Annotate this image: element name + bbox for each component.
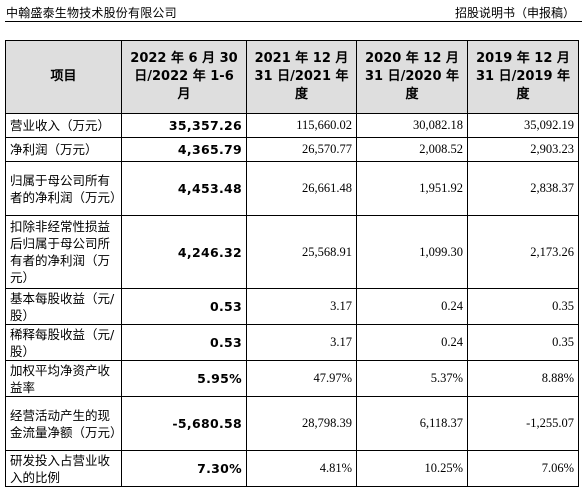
cell-value: 1,099.30 xyxy=(356,215,468,289)
cell-value: 4,453.48 xyxy=(121,161,247,216)
cell-value: 0.24 xyxy=(356,324,468,361)
table-row: 基本每股收益（元/股） 0.53 3.17 0.24 0.35 xyxy=(5,288,579,325)
cell-value: 26,661.48 xyxy=(246,161,357,216)
table-row: 扣除非经常性损益后归属于母公司所有者的净利润（万元） 4,246.32 25,5… xyxy=(5,215,579,289)
cell-value: 30,082.18 xyxy=(356,113,468,138)
cell-value: 0.35 xyxy=(467,324,579,361)
row-label: 研发投入占营业收入的比例 xyxy=(5,450,122,487)
cell-value: 0.35 xyxy=(467,288,579,325)
cell-value: 4,246.32 xyxy=(121,215,247,289)
cell-value: 2,903.23 xyxy=(467,137,579,162)
column-header-2019: 2019 年 12 月 31 日/2019 年度 xyxy=(467,40,579,114)
row-label: 经营活动产生的现金流量净额（万元） xyxy=(5,396,122,451)
column-header-2020: 2020 年 12 月 31 日/2020 年度 xyxy=(356,40,468,114)
cell-value: 26,570.77 xyxy=(246,137,357,162)
cell-value: 2,173.26 xyxy=(467,215,579,289)
column-header-2021: 2021 年 12 月 31 日/2021 年度 xyxy=(246,40,357,114)
financial-summary-table: 项目 2022 年 6 月 30 日/2022 年 1-6 月 2021 年 1… xyxy=(5,40,579,487)
cell-value: 0.53 xyxy=(121,288,247,325)
cell-value: 35,357.26 xyxy=(121,113,247,138)
cell-value: 2,838.37 xyxy=(467,161,579,216)
cell-value: 28,798.39 xyxy=(246,396,357,451)
row-label: 基本每股收益（元/股） xyxy=(5,288,122,325)
document-type: 招股说明书（申报稿） xyxy=(454,6,575,20)
cell-value: 35,092.19 xyxy=(467,113,579,138)
cell-value: -5,680.58 xyxy=(121,396,247,451)
cell-value: 8.88% xyxy=(467,360,579,397)
table-row: 加权平均净资产收益率 5.95% 47.97% 5.37% 8.88% xyxy=(5,360,579,397)
cell-value: 4.81% xyxy=(246,450,357,487)
cell-value: 47.97% xyxy=(246,360,357,397)
cell-value: -1,255.07 xyxy=(467,396,579,451)
header-rule xyxy=(5,21,582,22)
cell-value: 5.37% xyxy=(356,360,468,397)
row-label: 加权平均净资产收益率 xyxy=(5,360,122,397)
table-row: 归属于母公司所有者的净利润（万元） 4,453.48 26,661.48 1,9… xyxy=(5,161,579,216)
row-label: 扣除非经常性损益后归属于母公司所有者的净利润（万元） xyxy=(5,215,122,289)
table-row: 稀释每股收益（元/股） 0.53 3.17 0.24 0.35 xyxy=(5,324,579,361)
table-row: 净利润（万元） 4,365.79 26,570.77 2,008.52 2,90… xyxy=(5,137,579,162)
row-label: 净利润（万元） xyxy=(5,137,122,162)
cell-value: 5.95% xyxy=(121,360,247,397)
row-label: 稀释每股收益（元/股） xyxy=(5,324,122,361)
table-header-row: 项目 2022 年 6 月 30 日/2022 年 1-6 月 2021 年 1… xyxy=(5,40,579,114)
table-row: 营业收入（万元） 35,357.26 115,660.02 30,082.18 … xyxy=(5,113,579,138)
cell-value: 2,008.52 xyxy=(356,137,468,162)
row-label: 归属于母公司所有者的净利润（万元） xyxy=(5,161,122,216)
cell-value: 4,365.79 xyxy=(121,137,247,162)
table-row: 经营活动产生的现金流量净额（万元） -5,680.58 28,798.39 6,… xyxy=(5,396,579,451)
cell-value: 3.17 xyxy=(246,324,357,361)
table-row: 研发投入占营业收入的比例 7.30% 4.81% 10.25% 7.06% xyxy=(5,450,579,487)
company-name: 中翰盛泰生物技术股份有限公司 xyxy=(6,6,177,20)
row-label: 营业收入（万元） xyxy=(5,113,122,138)
column-header-2022h1: 2022 年 6 月 30 日/2022 年 1-6 月 xyxy=(121,40,247,114)
cell-value: 115,660.02 xyxy=(246,113,357,138)
cell-value: 0.24 xyxy=(356,288,468,325)
cell-value: 7.06% xyxy=(467,450,579,487)
cell-value: 3.17 xyxy=(246,288,357,325)
cell-value: 0.53 xyxy=(121,324,247,361)
cell-value: 6,118.37 xyxy=(356,396,468,451)
column-header-item: 项目 xyxy=(5,40,122,114)
cell-value: 10.25% xyxy=(356,450,468,487)
cell-value: 1,951.92 xyxy=(356,161,468,216)
cell-value: 25,568.91 xyxy=(246,215,357,289)
cell-value: 7.30% xyxy=(121,450,247,487)
